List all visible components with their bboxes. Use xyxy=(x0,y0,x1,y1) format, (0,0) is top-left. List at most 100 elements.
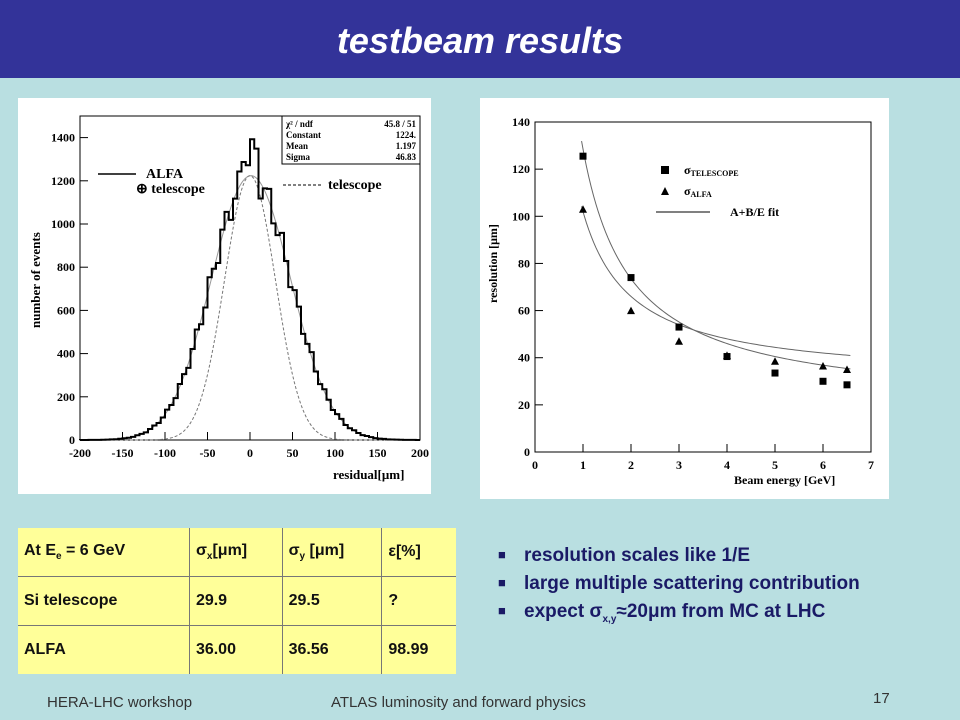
table-header-row: At Ee = 6 GeV σx[μm] σy [μm] ε[%] xyxy=(18,528,456,577)
data-point-telescope xyxy=(675,323,683,331)
x-tick-label: 100 xyxy=(326,446,344,460)
data-point-alfa xyxy=(771,357,779,365)
y-tick-label: 200 xyxy=(57,390,75,404)
row-label: Si telescope xyxy=(18,576,190,626)
stats-box xyxy=(281,115,421,165)
row-label: ALFA xyxy=(18,625,190,674)
square-bullet-icon: ■ xyxy=(498,547,506,562)
histogram-steps xyxy=(79,138,420,441)
header-sigma-x: σx[μm] xyxy=(189,528,283,577)
legend-marker-telescope xyxy=(661,166,669,174)
residual-histogram: -200 -150 -100 -50 0 50 100 150 200 0 200 400 600 800… xyxy=(28,115,429,482)
cell: 29.5 xyxy=(282,576,383,626)
fit-curve-alfa xyxy=(79,175,421,441)
x-tick-label: 1 xyxy=(580,458,586,472)
stats-label: Constant xyxy=(286,130,321,140)
fit-curve xyxy=(581,140,851,370)
legend-telescope: telescope xyxy=(328,178,382,193)
header-sigma-y: σy [μm] xyxy=(282,528,383,577)
x-tick-label: 3 xyxy=(676,458,682,472)
x-tick-label: 0 xyxy=(532,458,538,472)
bullet-item: ■ large multiple scattering contribution xyxy=(498,569,860,597)
y-tick-label: 120 xyxy=(512,162,530,176)
data-point-alfa xyxy=(627,306,635,315)
data-point-alfa xyxy=(843,365,851,373)
cell: 29.9 xyxy=(189,576,283,626)
x-tick-label: -50 xyxy=(200,446,216,460)
y-axis-label: number of events xyxy=(28,232,43,328)
fit-curve-telescope xyxy=(80,175,420,441)
x-tick-label: -150 xyxy=(112,446,134,460)
data-point-alfa xyxy=(579,205,587,213)
stats-label: χ² / ndf xyxy=(285,119,314,129)
y-tick-label: 400 xyxy=(57,347,75,361)
footer-left: HERA-LHC workshop xyxy=(47,694,193,711)
legend-alfa: ALFA xyxy=(146,167,184,182)
square-bullet-icon: ■ xyxy=(498,603,506,618)
x-tick-label: 2 xyxy=(628,458,634,472)
x-axis-label: Beam energy [GeV] xyxy=(734,473,835,487)
y-tick-label: 600 xyxy=(57,303,75,317)
bullet-item: ■ expect σx,y≈20μm from MC at LHC xyxy=(498,597,860,625)
y-tick-label: 1000 xyxy=(51,217,75,231)
y-tick-label: 800 xyxy=(57,260,75,274)
data-point-alfa xyxy=(675,337,683,345)
y-axis-label: resolution [μm] xyxy=(486,224,500,303)
data-point-telescope xyxy=(771,369,779,377)
legend-alfa: σALFA xyxy=(684,184,712,199)
x-tick-label: -200 xyxy=(69,446,91,460)
stats-value: 1.197 xyxy=(396,141,417,151)
cell: 36.00 xyxy=(189,625,283,674)
y-tick-label: 60 xyxy=(518,304,530,318)
cell: 98.99 xyxy=(388,641,429,658)
legend-telescope: σTELESCOPE xyxy=(684,163,739,178)
cell: 36.56 xyxy=(282,625,383,674)
x-tick-label: -100 xyxy=(154,446,176,460)
footer-center: ATLAS luminosity and forward physics xyxy=(331,694,586,711)
y-tick-label: 0 xyxy=(524,445,530,459)
y-tick-label: 1200 xyxy=(51,174,75,188)
x-tick-label: 50 xyxy=(287,446,299,460)
x-tick-label: 0 xyxy=(247,446,253,460)
legend-fit: A+B/E fit xyxy=(730,205,779,219)
y-tick-label: 40 xyxy=(518,351,530,365)
header-efficiency: ε[%] xyxy=(381,528,456,577)
stats-value: 1224. xyxy=(396,130,416,140)
y-tick-label: 1400 xyxy=(51,131,75,145)
y-tick-label: 20 xyxy=(518,398,530,412)
square-bullet-icon: ■ xyxy=(498,575,506,590)
table-row: Si telescope 29.9 29.5 ? xyxy=(18,576,456,626)
x-tick-label: 5 xyxy=(772,458,778,472)
slide-title: testbeam results xyxy=(336,20,624,61)
cell: ? xyxy=(381,576,456,626)
data-point-alfa xyxy=(723,351,731,359)
y-tick-label: 80 xyxy=(518,256,530,270)
data-point-telescope xyxy=(843,381,851,389)
histogram-panel: -200 -150 -100 -50 0 50 100 150 200 0 200 400 600 800… xyxy=(18,98,431,494)
stats-value: 46.83 xyxy=(396,152,417,162)
x-tick-label: 150 xyxy=(369,446,387,460)
bullet-list: ■ resolution scales like 1/E ■ large multi… xyxy=(498,541,860,625)
header-energy: At Ee = 6 GeV xyxy=(18,528,190,577)
legend-marker-alfa xyxy=(661,187,669,195)
page-number: 17 xyxy=(873,690,890,707)
resolution-plot: 0 1 2 3 4 5 6 7 0 20 40 60 80 100 120 140 resolution [μ… xyxy=(486,115,874,487)
data-point-telescope xyxy=(627,274,635,282)
bullet-item: ■ resolution scales like 1/E xyxy=(498,541,860,569)
data-point-telescope xyxy=(579,152,587,160)
y-tick-label: 100 xyxy=(512,209,530,223)
stats-value: 45.8 / 51 xyxy=(384,119,416,129)
fit-curve xyxy=(581,206,851,356)
x-tick-label: 6 xyxy=(820,458,826,472)
legend-alfa-telescope: ⊕ telescope xyxy=(136,182,205,197)
x-tick-label: 200 xyxy=(411,446,429,460)
table-row: ALFA 36.00 36.56 98.99 xyxy=(18,625,456,674)
results-table: At Ee = 6 GeV σx[μm] σy [μm] ε[%] Si tel… xyxy=(18,528,456,674)
x-tick-label: 4 xyxy=(724,458,730,472)
x-axis-label: residual[μm] xyxy=(333,467,404,482)
stats-label: Sigma xyxy=(286,152,311,162)
data-point-telescope xyxy=(819,377,827,385)
x-tick-label: 7 xyxy=(868,458,874,472)
y-tick-label: 140 xyxy=(512,115,530,129)
y-tick-label: 0 xyxy=(69,433,75,447)
